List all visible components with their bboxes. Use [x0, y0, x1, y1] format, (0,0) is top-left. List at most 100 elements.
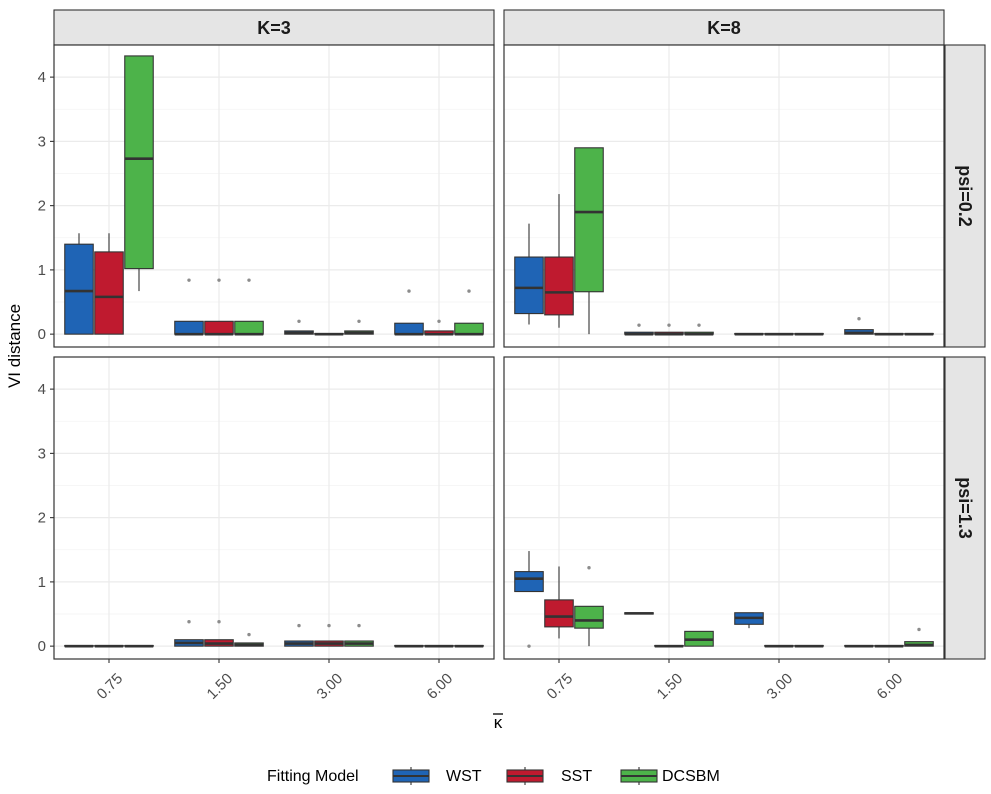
outlier-point [697, 323, 701, 327]
box-sst-6-00-k-3-psi-1-3 [424, 644, 454, 648]
box-dcsbm-0-75-k-8-psi-1-3 [574, 566, 604, 647]
legend-item-wst: WST [392, 767, 482, 785]
box-wst-1-50-k-8-psi-0-2 [624, 323, 654, 336]
legend: Fitting Model WST SST DCSBM [267, 767, 720, 785]
panel-k-3-psi-1-3-background [54, 357, 494, 659]
box-dcsbm-1-50-k-8-psi-1-3 [684, 630, 714, 647]
outlier-point [187, 278, 191, 282]
box-wst-6-00-k-3-psi-1-3 [394, 644, 424, 648]
x-axis-title-group: κ [493, 713, 503, 732]
box-body [514, 571, 544, 593]
box-dcsbm-6-00-k-3-psi-1-3 [454, 644, 484, 648]
legend-items: WST SST DCSBM [392, 767, 720, 785]
outlier-point [667, 323, 671, 327]
box-sst-1-50-k-3-psi-1-3 [204, 620, 234, 647]
y-tick-label: 3 [38, 133, 46, 150]
box-body [124, 55, 154, 270]
y-tick-label: 4 [38, 381, 46, 398]
box-dcsbm-6-00-k-8-psi-0-2 [904, 332, 934, 336]
box-dcsbm-1-50-k-3-psi-1-3 [234, 632, 264, 647]
box-sst-1-50-k-3-psi-0-2 [204, 278, 234, 336]
box-sst-3-00-k-3-psi-1-3 [314, 623, 344, 647]
box-body [574, 147, 604, 293]
row-strip-psi-0-2 [944, 44, 986, 348]
x-tick-label: 6.00 [424, 670, 457, 703]
box-sst-0-75-k-8-psi-1-3 [544, 566, 574, 639]
x-tick-label: 0.75 [94, 670, 127, 703]
box-wst-1-50-k-3-psi-0-2 [174, 278, 204, 336]
legend-label-dcsbm: DCSBM [662, 768, 720, 785]
box-sst-0-75-k-3-psi-0-2 [94, 233, 124, 335]
box-body [204, 320, 234, 335]
outlier-point [327, 623, 331, 628]
box-wst-6-00-k-8-psi-1-3 [844, 644, 874, 648]
box-wst-3-00-k-8-psi-0-2 [734, 332, 764, 336]
outlier-point [917, 627, 921, 632]
box-body [574, 605, 604, 629]
box-sst-6-00-k-8-psi-1-3 [874, 644, 904, 648]
box-body [94, 251, 124, 335]
x-tick-label: 1.50 [204, 670, 237, 703]
box-dcsbm-3-00-k-8-psi-0-2 [794, 332, 824, 336]
box-body [514, 256, 544, 315]
box-wst-3-00-k-8-psi-1-3 [734, 612, 764, 629]
panel-border [53, 44, 495, 348]
outlier-point [857, 317, 861, 321]
box-dcsbm-6-00-k-8-psi-1-3 [904, 627, 934, 647]
box-wst-0-75-k-3-psi-0-2 [64, 233, 94, 335]
row-strip-label-psi-0-2: psi=0.2 [955, 165, 975, 227]
box-dcsbm-3-00-k-8-psi-1-3 [794, 644, 824, 648]
x-tick-label: 6.00 [874, 670, 907, 703]
box-wst-0-75-k-8-psi-0-2 [514, 223, 544, 325]
box-sst-0-75-k-8-psi-0-2 [544, 194, 574, 328]
box-body [174, 320, 204, 335]
outlier-point [357, 623, 361, 628]
outlier-point [187, 620, 191, 624]
panel-border [503, 44, 945, 348]
box-body [544, 256, 574, 316]
box-dcsbm-1-50-k-3-psi-0-2 [234, 278, 264, 336]
legend-label-sst: SST [561, 768, 592, 785]
box-dcsbm-0-75-k-3-psi-0-2 [124, 55, 154, 292]
y-tick-label: 2 [38, 510, 46, 527]
box-sst-6-00-k-8-psi-0-2 [874, 332, 904, 336]
box-sst-3-00-k-3-psi-0-2 [314, 332, 344, 336]
y-axis-title: VI distance [5, 304, 24, 388]
y-tick-label: 4 [38, 69, 46, 86]
box-body [394, 322, 424, 335]
outlier-point [357, 319, 361, 323]
box-sst-3-00-k-8-psi-1-3 [764, 644, 794, 648]
box-body [544, 599, 574, 628]
y-tick-label: 0 [38, 326, 46, 343]
column-strip-k-8 [503, 9, 945, 46]
y-tick-label: 2 [38, 198, 46, 215]
box-sst-6-00-k-3-psi-0-2 [424, 319, 454, 336]
y-tick-label: 0 [38, 638, 46, 655]
box-wst-3-00-k-3-psi-0-2 [284, 319, 314, 335]
outlier-point [247, 278, 251, 282]
legend-title: Fitting Model [267, 768, 359, 785]
column-strip-label-k-8: K=8 [707, 18, 741, 38]
outlier-point [217, 620, 221, 624]
x-tick-label: 3.00 [764, 670, 797, 703]
panel-border [53, 356, 495, 660]
box-dcsbm-6-00-k-3-psi-0-2 [454, 289, 484, 336]
box-wst-1-50-k-8-psi-1-3 [624, 612, 654, 615]
box-body [454, 322, 484, 335]
box-wst-0-75-k-3-psi-1-3 [64, 644, 94, 648]
box-dcsbm-0-75-k-8-psi-0-2 [574, 147, 604, 335]
outlier-point [437, 319, 441, 323]
panel-border [503, 356, 945, 660]
x-tick-label: 1.50 [654, 670, 687, 703]
outlier-point [247, 632, 251, 637]
box-dcsbm-1-50-k-8-psi-0-2 [684, 323, 714, 336]
x-axis-title: κ [494, 713, 503, 732]
row-strip-psi-1-3 [944, 356, 986, 660]
x-tick-label: 0.75 [544, 670, 577, 703]
box-wst-3-00-k-3-psi-1-3 [284, 623, 314, 647]
legend-item-dcsbm: DCSBM [620, 767, 720, 785]
box-body [64, 243, 94, 335]
column-strip-label-k-3: K=3 [257, 18, 291, 38]
outlier-point [587, 566, 591, 570]
